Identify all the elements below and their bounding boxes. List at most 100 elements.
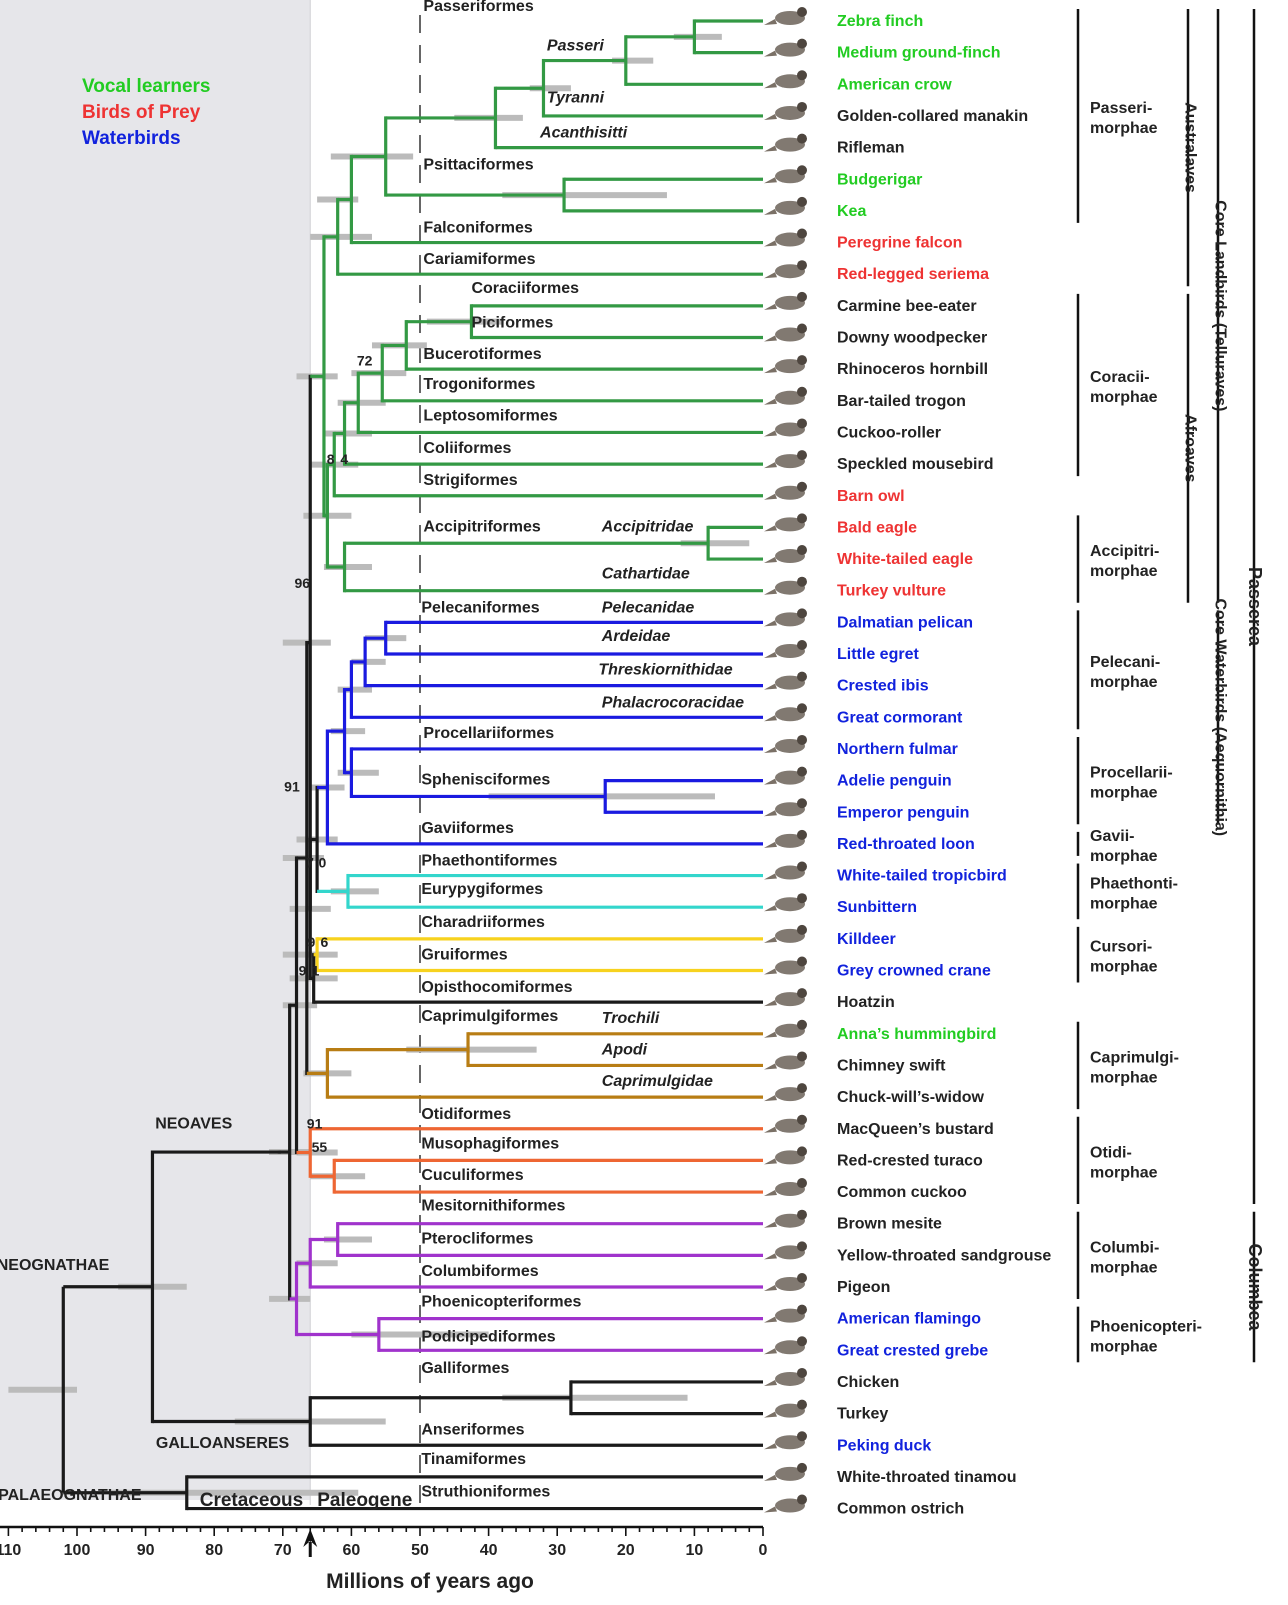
species-label: Crested ibis [837,678,929,695]
eurypygiformes-label: Eurypygiformes [421,881,543,898]
killdeer-icon [764,924,807,943]
species-label: White-throated tinamou [837,1469,1017,1486]
accipitriformes-label: Accipitriformes [423,518,540,535]
group-label-line2: morphae [1090,563,1158,580]
coliiformes-label: Coliiformes [423,440,511,457]
caprimulgidae-label: Caprimulgidae [602,1073,713,1090]
galloanseres-label: GALLOANSERES [156,1435,290,1452]
species-label: MacQueen’s bustard [837,1121,994,1138]
group-label-line1: Coracii- [1090,369,1150,386]
tyranni-label: Tyranni [547,89,605,106]
phoenicopteriformes-label: Phoenicopteriformes [421,1294,581,1311]
palaeognathae-label: PALAEOGNATHAE [0,1487,142,1504]
common-ostrich-icon [764,1494,807,1513]
charadriiformes-label: Charadriiformes [421,914,545,931]
72-label: 72 [357,353,373,369]
group-label-line1: Accipitri- [1090,543,1159,560]
sphenisciformes-label: Sphenisciformes [421,772,550,789]
phaethontiformes-label: Phaethontiformes [421,853,557,870]
core-landbirds-telluraves-label: Core Landbirds (Telluraves) [1212,200,1229,411]
golden-collared-manakin-icon [764,101,807,120]
tick-label: 40 [480,1542,498,1559]
group-label-line2: morphae [1090,895,1158,912]
tick-label: 80 [205,1542,223,1559]
great-crested-grebe-icon [764,1336,807,1355]
coraciiformes-label: Coraciiformes [471,280,579,297]
bald-eagle-icon [764,513,807,532]
group-label-line1: Phaethonti- [1090,875,1178,892]
psittaciformes-label: Psittaciformes [423,156,533,173]
ardeidae-label: Ardeidae [601,628,671,645]
species-label: Peregrine falcon [837,235,962,252]
species-label: Common cuckoo [837,1184,967,1201]
species-label: Rhinoceros hornbill [837,361,988,378]
species-label: Great crested grebe [837,1342,988,1359]
group-label-line2: morphae [1090,848,1158,865]
mesitornithiformes-label: Mesitornithiformes [421,1198,565,1215]
columbiformes-label: Columbiformes [421,1263,538,1280]
pelecaniformes-label: Pelecaniformes [421,599,539,616]
barn-owl-icon [764,481,807,500]
species-label: Yellow-throated sandgrouse [837,1247,1051,1264]
australaves-label: Australaves [1182,102,1199,193]
group-label-line2: morphae [1090,959,1158,976]
chuck-will-s-widow-icon [764,1083,807,1102]
species-label: Golden-collared manakin [837,108,1028,125]
species-label: Carmine bee-eater [837,298,977,315]
yellow-throated-sandgrouse-icon [764,1241,807,1260]
leptosomiformes-label: Leptosomiformes [423,407,557,424]
rhinoceros-hornbill-icon [764,355,807,374]
period-cretaceous: Cretaceous [200,1490,304,1511]
budgerigar-icon [764,165,807,184]
species-label: Peking duck [837,1437,931,1454]
tick-label: 110 [0,1542,21,1559]
species-label: Dalmatian pelican [837,614,973,631]
species-label: Bald eagle [837,519,917,536]
accipitridae-label: Accipitridae [601,518,694,535]
cuckoo-roller-icon [764,418,807,437]
musophagiformes-label: Musophagiformes [421,1135,559,1152]
species-label: Speckled mousebird [837,456,994,473]
white-tailed-eagle-icon [764,545,807,564]
hoatzin-icon [764,988,807,1007]
neoaves-label: NEOAVES [155,1115,232,1132]
cuculiformes-label: Cuculiformes [421,1167,523,1184]
anna-s-hummingbird-icon [764,1019,807,1038]
gruiformes-label: Gruiformes [421,947,507,964]
species-label: Little egret [837,646,919,663]
group-label-line1: Cursori- [1090,939,1152,956]
91-label: 91 [307,1116,323,1132]
medium-ground-finch-icon [764,38,807,57]
cariamiformes-label: Cariamiformes [423,251,535,268]
4-label: 4 [340,451,348,467]
passeriformes-label: Passeriformes [423,0,533,15]
species-label: Turkey vulture [837,583,946,600]
downy-woodpecker-icon [764,323,807,342]
struthioniformes-label: Struthioniformes [421,1484,550,1501]
kpg-arrow-icon [303,1529,318,1557]
neognathae-label: NEOGNATHAE [0,1257,110,1274]
carmine-bee-eater-icon [764,291,807,310]
american-crow-icon [764,70,807,89]
little-egret-icon [764,640,807,658]
caprimulgiformes-label: Caprimulgiformes [421,1008,558,1025]
peking-duck-icon [764,1431,807,1450]
crested-ibis-icon [764,671,807,690]
species-label: Pigeon [837,1279,890,1296]
tick-label: 100 [64,1542,91,1559]
group-label-line2: morphae [1090,1069,1158,1086]
species-label: Budgerigar [837,171,922,188]
7-label: 7 [306,854,314,870]
bucerotiformes-label: Bucerotiformes [423,346,541,363]
tick-label: 30 [548,1542,566,1559]
opisthocomiformes-label: Opisthocomiformes [421,979,572,996]
species-label: Red-throated loon [837,836,975,853]
pigeon-icon [764,1273,807,1291]
american-flamingo-icon [764,1304,807,1323]
common-cuckoo-icon [764,1178,807,1197]
great-cormorant-icon [764,703,807,722]
species-label: Downy woodpecker [837,330,987,347]
tick-label: 20 [617,1542,635,1559]
rifleman-icon [764,133,807,152]
period-paleogene: Paleogene [317,1490,412,1511]
